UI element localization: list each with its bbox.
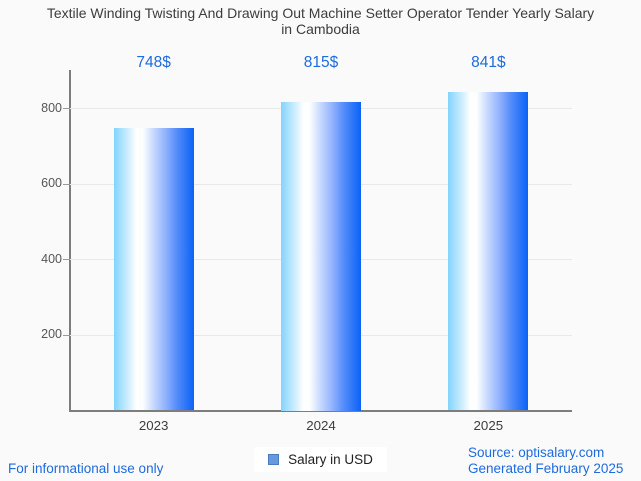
x-tick-label-2024: 2024	[306, 418, 336, 433]
bar-2023[interactable]	[113, 127, 194, 411]
chart-title-line-2: in Cambodia	[281, 20, 360, 37]
value-label-2025: 841$	[471, 54, 506, 71]
y-tick-label-600: 600	[41, 176, 62, 191]
y-tick-label-400: 400	[41, 251, 62, 266]
value-label-2024: 815$	[303, 54, 339, 71]
value-label-2023: 748$	[136, 54, 171, 71]
legend-label: Salary in USD	[288, 452, 373, 467]
y-tick-200	[63, 334, 70, 336]
y-tick-label-200: 200	[41, 327, 62, 342]
legend-item-salary-in-usd[interactable]: Salary in USD	[254, 447, 387, 472]
x-tick-label-2023: 2023	[138, 418, 169, 433]
chart-title: Textile Winding Twisting And Drawing Out…	[0, 5, 641, 37]
y-tick-600	[63, 183, 70, 185]
source-block: Source: optisalary.com Generated Februar…	[468, 445, 623, 476]
informational-note: For informational use only	[8, 461, 164, 476]
bar-2025[interactable]	[448, 92, 529, 411]
generated-text: Generated February 2025	[468, 460, 624, 476]
y-tick-label-800: 800	[41, 100, 62, 115]
legend: Salary in USD	[0, 447, 641, 472]
legend-swatch-icon	[268, 454, 280, 465]
y-tick-800	[63, 108, 70, 109]
chart-title-line-1: Textile Winding Twisting And Drawing Out…	[46, 5, 595, 21]
x-tick-label-2025: 2025	[473, 418, 504, 433]
source-text: Source: optisalary.com	[468, 445, 605, 460]
x-axis-line	[69, 410, 572, 412]
bar-2024[interactable]	[281, 102, 361, 411]
y-tick-400	[63, 259, 70, 261]
y-axis-line	[69, 70, 71, 411]
